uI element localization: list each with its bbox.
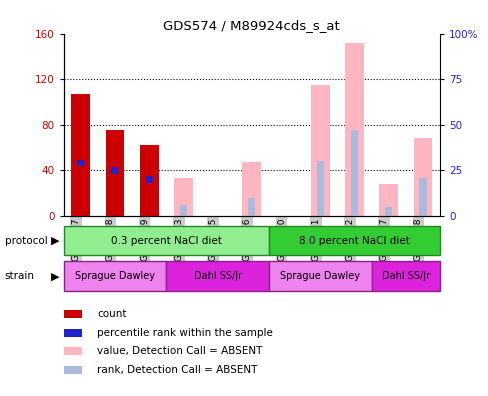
Text: 0.3 percent NaCl diet: 0.3 percent NaCl diet — [111, 236, 221, 246]
Text: count: count — [97, 309, 126, 320]
Bar — [268, 261, 371, 291]
Bar — [174, 178, 192, 216]
Bar — [268, 226, 439, 255]
Bar — [413, 138, 431, 216]
Text: Sprague Dawley: Sprague Dawley — [75, 271, 155, 281]
Bar — [111, 167, 118, 174]
Bar — [316, 161, 323, 216]
Bar — [379, 184, 397, 216]
Bar — [63, 226, 268, 255]
Text: ▶: ▶ — [51, 271, 60, 282]
Bar — [350, 130, 357, 216]
Bar — [63, 261, 166, 291]
Bar — [64, 347, 82, 355]
Bar — [180, 205, 186, 216]
Text: ▶: ▶ — [51, 236, 60, 246]
Text: Sprague Dawley: Sprague Dawley — [280, 271, 360, 281]
Text: Dahl SS/Jr: Dahl SS/Jr — [193, 271, 241, 281]
Text: protocol: protocol — [5, 236, 47, 246]
Text: Dahl SS/Jr: Dahl SS/Jr — [381, 271, 429, 281]
Bar — [310, 85, 329, 216]
Bar — [64, 310, 82, 318]
Bar — [105, 130, 124, 216]
Text: strain: strain — [5, 271, 35, 282]
Bar — [419, 177, 426, 216]
Bar — [71, 94, 90, 216]
Bar — [248, 198, 255, 216]
Text: 8.0 percent NaCl diet: 8.0 percent NaCl diet — [299, 236, 409, 246]
Title: GDS574 / M89924cds_s_at: GDS574 / M89924cds_s_at — [163, 19, 340, 32]
Bar — [242, 162, 261, 216]
Bar — [64, 366, 82, 374]
Bar — [145, 176, 152, 183]
Bar — [64, 329, 82, 337]
Bar — [166, 261, 268, 291]
Bar — [345, 43, 363, 216]
Text: rank, Detection Call = ABSENT: rank, Detection Call = ABSENT — [97, 365, 257, 375]
Bar — [77, 160, 84, 166]
Bar — [371, 261, 439, 291]
Text: value, Detection Call = ABSENT: value, Detection Call = ABSENT — [97, 346, 262, 356]
Bar — [385, 207, 391, 216]
Bar — [140, 145, 158, 216]
Text: percentile rank within the sample: percentile rank within the sample — [97, 328, 272, 338]
